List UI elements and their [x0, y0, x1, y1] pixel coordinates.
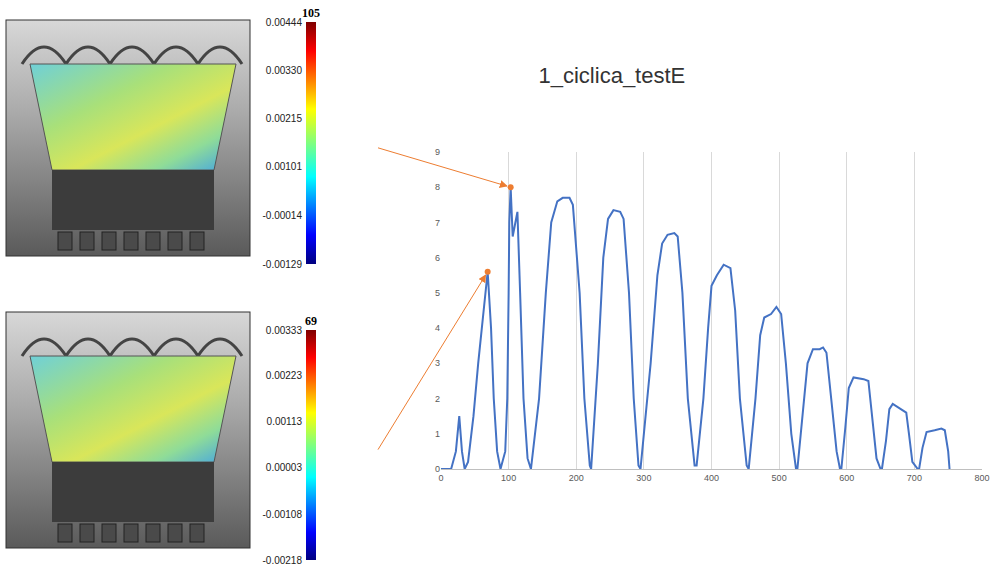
svg-text:0.00444: 0.00444 — [266, 17, 303, 28]
svg-text:105: 105 — [302, 6, 320, 20]
svg-text:9: 9 — [435, 147, 440, 157]
svg-text:0.00101: 0.00101 — [266, 161, 303, 172]
svg-text:0.00330: 0.00330 — [266, 65, 303, 76]
svg-text:0.00215: 0.00215 — [266, 113, 303, 124]
svg-text:8: 8 — [435, 182, 440, 192]
svg-text:7: 7 — [435, 218, 440, 228]
svg-text:-0.00129: -0.00129 — [263, 259, 303, 270]
svg-text:300: 300 — [636, 473, 651, 483]
svg-text:400: 400 — [704, 473, 719, 483]
svg-text:0.00003: 0.00003 — [266, 462, 303, 473]
svg-text:200: 200 — [569, 473, 584, 483]
svg-text:0.00223: 0.00223 — [266, 370, 303, 381]
svg-text:700: 700 — [907, 473, 922, 483]
svg-text:4: 4 — [435, 323, 440, 333]
svg-text:0: 0 — [435, 464, 440, 474]
svg-text:0.00113: 0.00113 — [267, 416, 303, 427]
svg-text:0.00333: 0.00333 — [266, 325, 303, 336]
svg-text:3: 3 — [435, 358, 440, 368]
svg-text:5: 5 — [435, 288, 440, 298]
svg-text:0: 0 — [438, 473, 443, 483]
svg-text:100: 100 — [501, 473, 516, 483]
svg-text:1: 1 — [435, 429, 440, 439]
svg-text:-0.00108: -0.00108 — [263, 509, 303, 520]
svg-text:1_ciclica_testE: 1_ciclica_testE — [539, 63, 686, 88]
svg-text:500: 500 — [772, 473, 787, 483]
svg-text:2: 2 — [435, 394, 440, 404]
svg-text:-0.00218: -0.00218 — [263, 555, 303, 566]
svg-text:800: 800 — [974, 473, 989, 483]
svg-text:-0.00014: -0.00014 — [263, 210, 303, 221]
svg-text:69: 69 — [305, 314, 317, 328]
svg-text:600: 600 — [839, 473, 854, 483]
svg-text:6: 6 — [435, 253, 440, 263]
